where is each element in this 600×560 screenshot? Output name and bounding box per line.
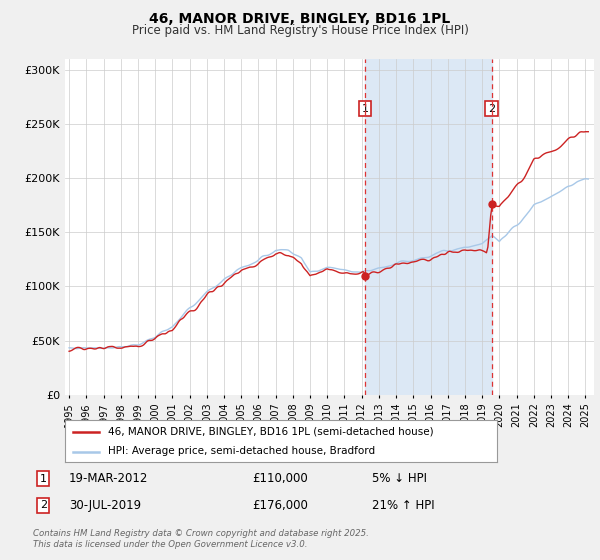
Text: 46, MANOR DRIVE, BINGLEY, BD16 1PL: 46, MANOR DRIVE, BINGLEY, BD16 1PL (149, 12, 451, 26)
Bar (365, 59, 491, 395)
Text: 2: 2 (488, 104, 495, 114)
Text: £176,000: £176,000 (252, 498, 308, 512)
Text: £110,000: £110,000 (252, 472, 308, 486)
Text: 2: 2 (40, 500, 47, 510)
Text: 21% ↑ HPI: 21% ↑ HPI (372, 498, 434, 512)
Text: 19-MAR-2012: 19-MAR-2012 (69, 472, 148, 486)
Text: HPI: Average price, semi-detached house, Bradford: HPI: Average price, semi-detached house,… (108, 446, 375, 456)
Text: 46, MANOR DRIVE, BINGLEY, BD16 1PL (semi-detached house): 46, MANOR DRIVE, BINGLEY, BD16 1PL (semi… (108, 427, 434, 437)
Text: Price paid vs. HM Land Registry's House Price Index (HPI): Price paid vs. HM Land Registry's House … (131, 24, 469, 37)
Text: 5% ↓ HPI: 5% ↓ HPI (372, 472, 427, 486)
Text: 1: 1 (40, 474, 47, 484)
Text: 30-JUL-2019: 30-JUL-2019 (69, 498, 141, 512)
Text: Contains HM Land Registry data © Crown copyright and database right 2025.
This d: Contains HM Land Registry data © Crown c… (33, 529, 369, 549)
Text: 1: 1 (362, 104, 368, 114)
